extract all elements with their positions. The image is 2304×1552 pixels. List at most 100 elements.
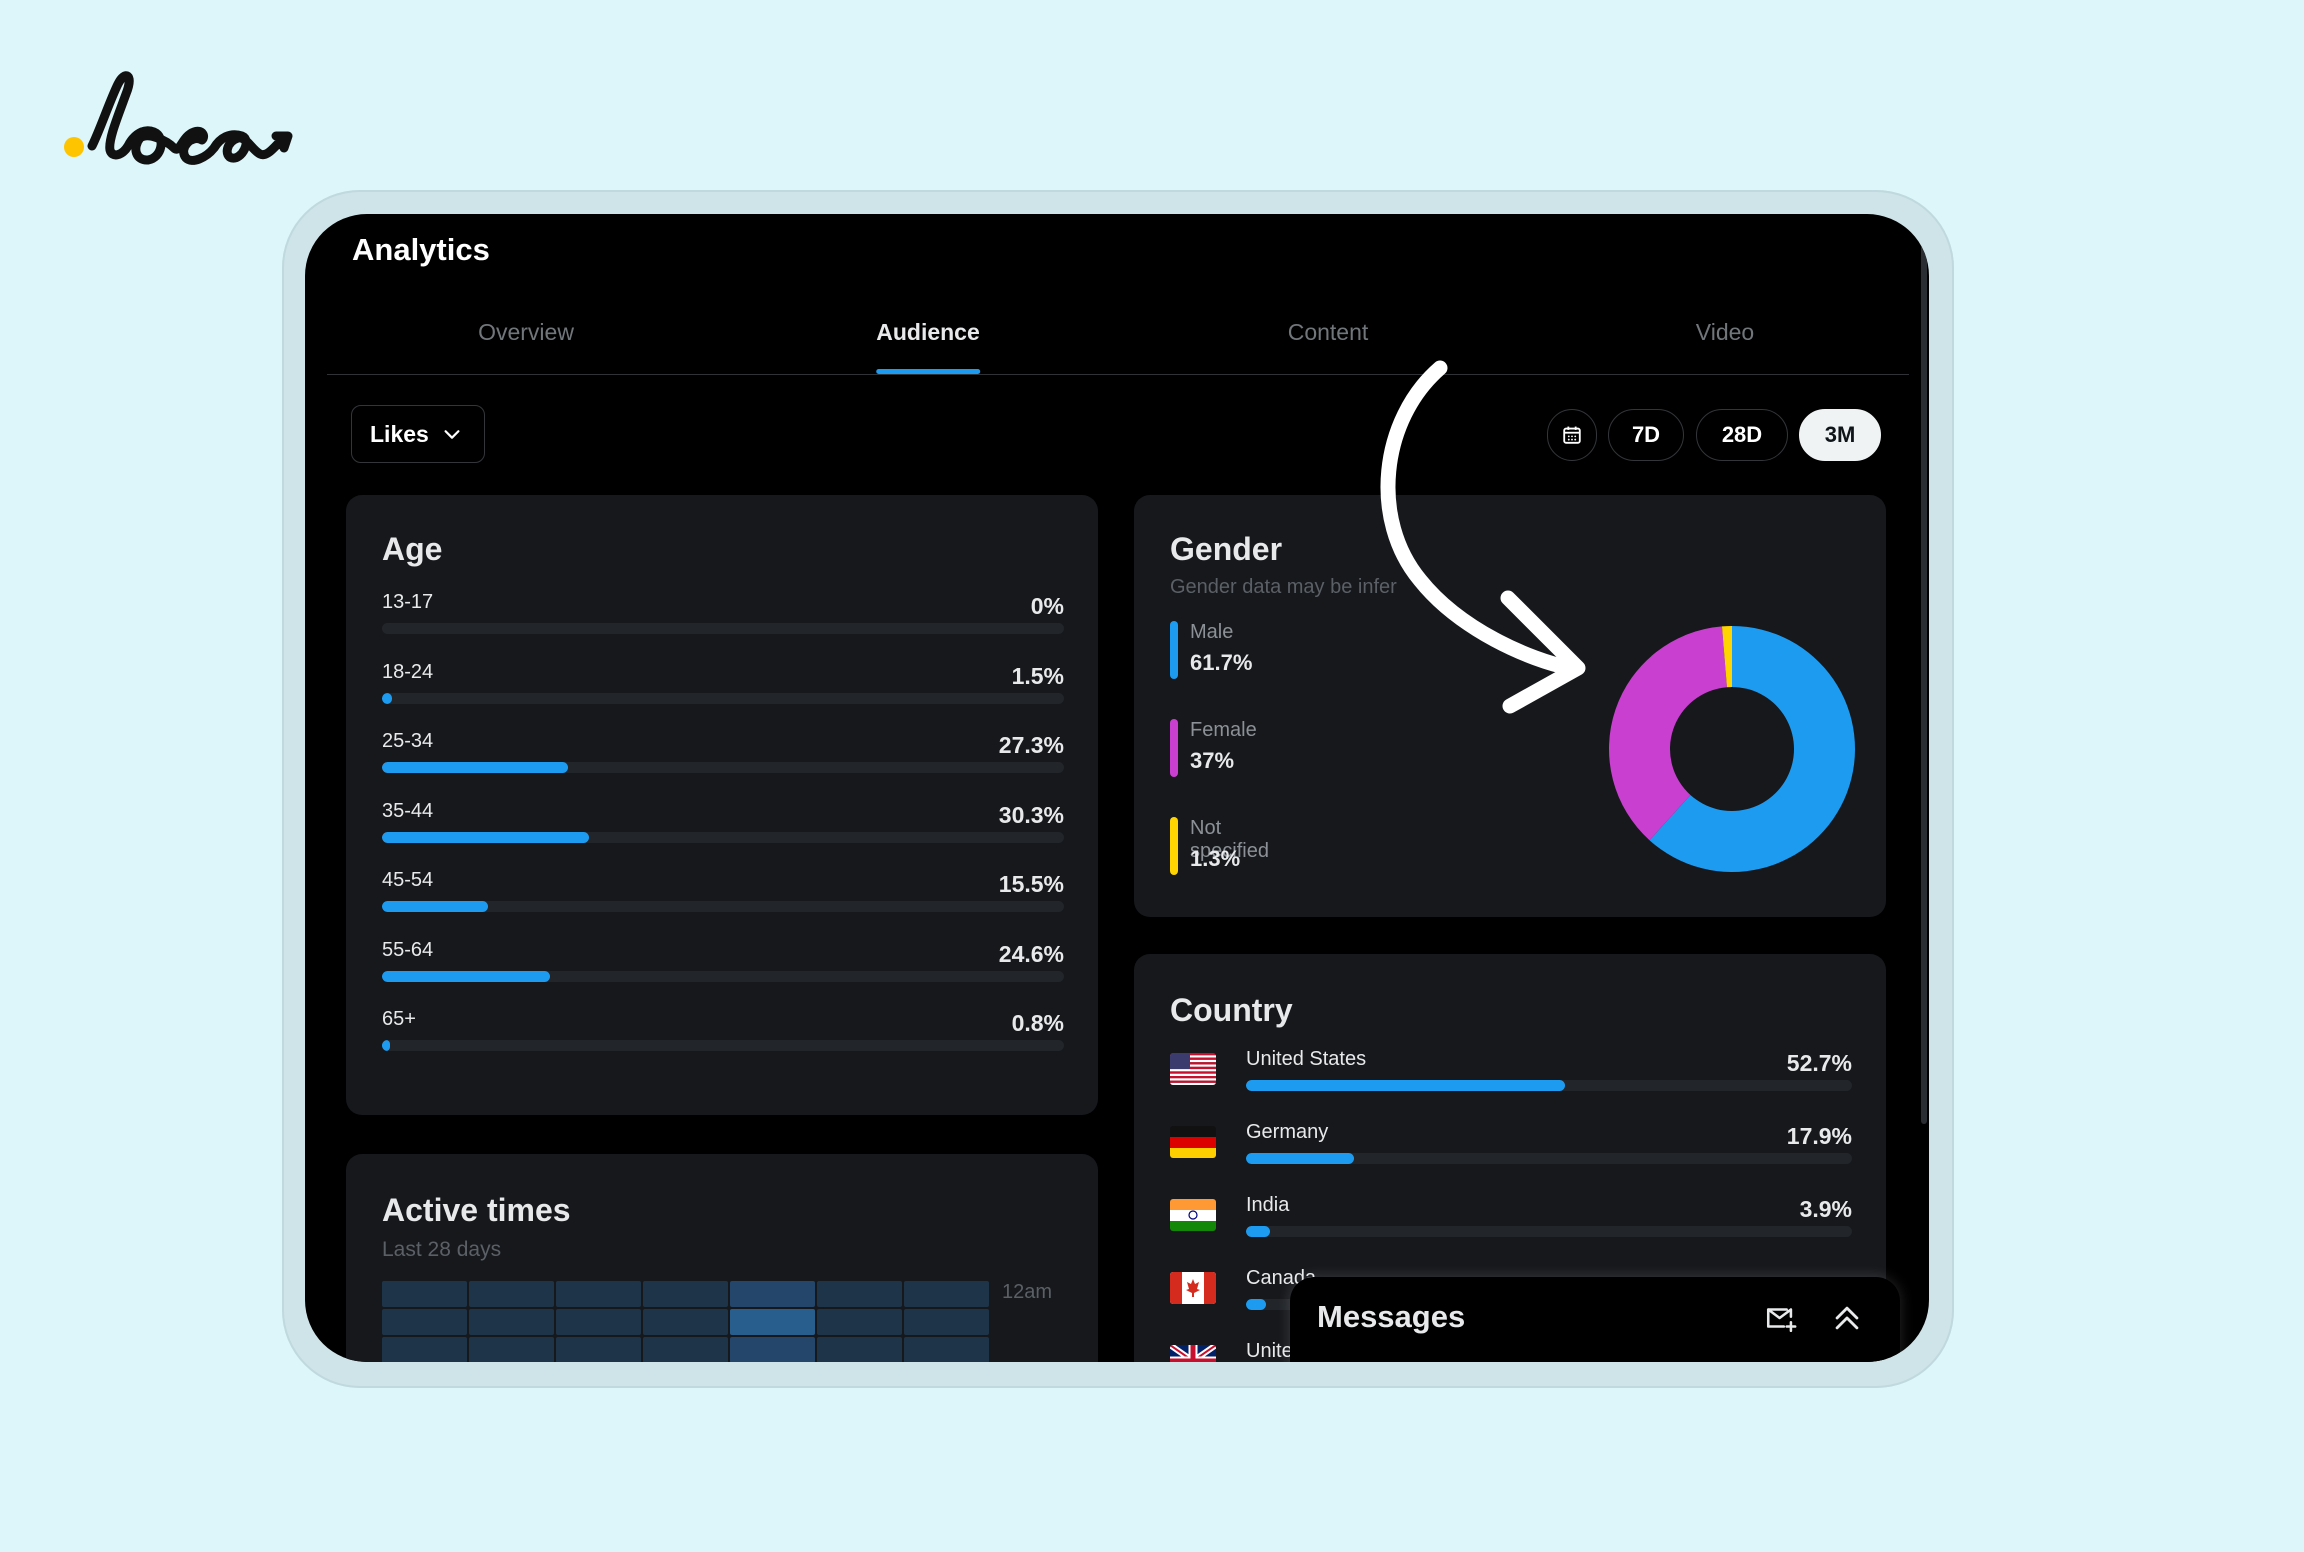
age-title: Age (382, 531, 443, 567)
country-percent: 3.9% (1799, 1196, 1852, 1222)
heatmap-cell[interactable] (643, 1281, 728, 1307)
age-percent: 24.6% (998, 940, 1064, 967)
age-card: Age 13-17 0% 18-24 1.5% 25-34 27.3% 35-44 30.3%… (346, 495, 1098, 1115)
heatmap-cell[interactable] (730, 1281, 815, 1307)
calendar-icon (1563, 426, 1581, 444)
donut-slice-female[interactable] (1609, 626, 1727, 841)
heatmap-cell[interactable] (469, 1337, 554, 1362)
gender-donut-chart (1609, 626, 1855, 872)
heatmap-cell[interactable] (643, 1309, 728, 1335)
heatmap-cell[interactable] (817, 1309, 902, 1335)
age-bar-track (382, 901, 1064, 912)
messages-drawer[interactable]: Messages (1290, 1277, 1900, 1362)
heatmap-cell[interactable] (904, 1309, 989, 1335)
age-range-label: 45-54 (382, 869, 434, 891)
heatmap-cell[interactable] (817, 1337, 902, 1362)
heatmap-cell[interactable] (904, 1337, 989, 1362)
heatmap-cell[interactable] (556, 1281, 641, 1307)
donut-slice-not-specified[interactable] (1721, 626, 1732, 688)
heatmap-cell[interactable] (817, 1281, 902, 1307)
heatmap-cell[interactable] (730, 1337, 815, 1362)
flag-ca-icon (1170, 1272, 1216, 1304)
heatmap-cell[interactable] (643, 1337, 728, 1362)
heatmap-cell[interactable] (469, 1309, 554, 1335)
heatmap-cell[interactable] (730, 1309, 815, 1335)
active-times-card: Active times Last 28 days 12am (346, 1154, 1098, 1362)
heatmap-cell[interactable] (382, 1309, 467, 1335)
age-bar-track (382, 831, 1064, 843)
age-bar-fill (382, 970, 550, 982)
age-percent: 15.5% (998, 871, 1064, 897)
messages-title: Messages (1317, 1299, 1466, 1334)
loca-logo (64, 71, 293, 165)
age-bar-track (382, 762, 1064, 773)
chevrons-up-icon[interactable] (1830, 1301, 1864, 1335)
age-row: 45-54 15.5% (382, 869, 1064, 929)
country-row: Germany 17.9% (1170, 1121, 1852, 1181)
country-title: Country (1170, 992, 1293, 1028)
age-percent: 30.3% (998, 801, 1064, 828)
flag-gb-icon (1170, 1345, 1216, 1362)
tab-audience[interactable]: Audience (876, 310, 980, 375)
page-title: Analytics (352, 232, 490, 267)
age-percent: 0.8% (1011, 1010, 1064, 1036)
calendar-button[interactable] (1547, 409, 1597, 461)
country-row: India 3.9% (1170, 1194, 1852, 1254)
age-row: 18-24 1.5% (382, 661, 1064, 721)
age-row: 25-34 27.3% (382, 730, 1064, 790)
tab-overview[interactable]: Overview (478, 310, 574, 375)
tab-bar: Overview Audience Content Video (327, 310, 1909, 375)
heatmap-cell[interactable] (469, 1281, 554, 1307)
gender-subtitle: Gender data may be infer (1170, 576, 1397, 598)
scrollbar[interactable] (1921, 244, 1927, 1124)
tab-content-label: Content (1287, 319, 1369, 345)
country-bar-fill (1246, 1153, 1355, 1164)
country-percent: 17.9% (1786, 1123, 1852, 1149)
range-28d-button[interactable]: 28D (1696, 409, 1788, 461)
tab-audience-label: Audience (876, 319, 980, 345)
country-bar-fill (1246, 1299, 1266, 1310)
gender-card: Gender Gender data may be infer Male 61.7… (1134, 495, 1886, 917)
heatmap-cell[interactable] (382, 1281, 467, 1307)
tab-video[interactable]: Video (1696, 310, 1754, 375)
age-row: 65+ 0.8% (382, 1008, 1064, 1068)
age-range-label: 55-64 (382, 938, 434, 961)
hour-label: 12am (1002, 1281, 1053, 1303)
country-percent: 52.7% (1786, 1050, 1852, 1076)
active-times-title: Active times (382, 1192, 571, 1228)
gender-label: Not specified (1190, 817, 1269, 862)
country-name: India (1246, 1194, 1290, 1216)
tab-content[interactable]: Content (1288, 310, 1369, 375)
age-bar-fill (382, 1040, 390, 1051)
country-row: United (1170, 1340, 1852, 1362)
age-range-label: 65+ (382, 1008, 416, 1030)
age-percent: 1.5% (1011, 662, 1064, 689)
gender-value: 1.3% (1190, 846, 1241, 871)
heatmap-cell[interactable] (556, 1309, 641, 1335)
active-tab-indicator (876, 369, 980, 374)
country-name: United (1246, 1340, 1304, 1362)
heatmap-cell[interactable] (382, 1337, 467, 1362)
legend-color-swatch (1170, 817, 1178, 875)
donut-slice-male[interactable] (1649, 626, 1855, 872)
heatmap-cell[interactable] (556, 1337, 641, 1362)
gender-title: Gender (1170, 531, 1283, 567)
new-message-icon[interactable] (1764, 1301, 1798, 1335)
range-3m-button[interactable]: 3M (1799, 409, 1881, 461)
age-bar-track (382, 623, 1064, 634)
age-range-label: 35-44 (382, 799, 434, 822)
metric-dropdown[interactable]: Likes (351, 405, 485, 463)
gender-label: Female (1190, 719, 1257, 741)
age-row: 35-44 30.3% (382, 800, 1064, 860)
heatmap-cell[interactable] (904, 1281, 989, 1307)
age-row: 55-64 24.6% (382, 939, 1064, 999)
range-7d-button[interactable]: 7D (1608, 409, 1684, 461)
country-card: Country United States 52.7% Germany 17.9% In… (1134, 954, 1886, 1362)
age-bar-fill (382, 901, 488, 912)
country-bar-fill (1246, 1080, 1566, 1091)
age-percent: 27.3% (998, 732, 1064, 758)
flag-de-icon (1170, 1126, 1216, 1158)
age-row: 13-17 0% (382, 591, 1064, 651)
country-row: United States 52.7% (1170, 1048, 1852, 1108)
country-bar-track (1246, 1226, 1852, 1237)
